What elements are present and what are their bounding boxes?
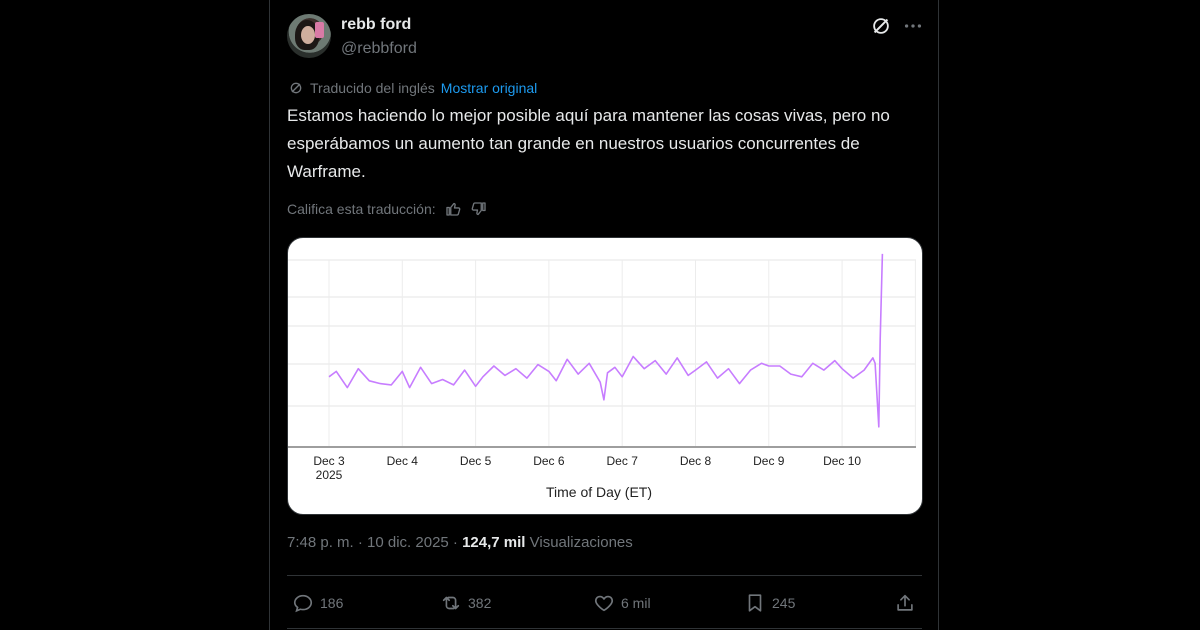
series-line — [328, 253, 884, 428]
x-tick-label: Dec 6 — [533, 454, 565, 468]
thumbs-up-icon[interactable] — [444, 200, 462, 218]
bookmark-icon — [748, 594, 762, 612]
x-tick-label: Dec 8 — [680, 454, 712, 468]
x-tick-label: Dec 5 — [460, 454, 492, 468]
display-name[interactable]: rebb ford — [341, 16, 412, 33]
x-tick-label: Dec 10 — [823, 454, 861, 468]
rate-label: Califica esta traducción: — [287, 201, 436, 217]
translation-notice: Traducido del inglés Mostrar original — [288, 80, 537, 96]
thumbs-down-icon[interactable] — [470, 200, 488, 218]
chart-image[interactable]: Dec 3 Dec 4 Dec 5 Dec 6 Dec 7 Dec 8 Dec 9 Dec 1… — [287, 237, 923, 515]
like-icon — [594, 595, 614, 612]
x-tick-label: Dec 3 — [313, 454, 345, 468]
user-handle[interactable]: @rebbford — [341, 40, 417, 57]
like-button[interactable]: 6 mil — [593, 587, 651, 619]
bookmark-button[interactable]: 245 — [744, 587, 795, 619]
repost-count: 382 — [468, 595, 492, 611]
more-icon[interactable] — [902, 15, 924, 37]
reply-icon — [293, 594, 313, 613]
repost-button[interactable]: 382 — [440, 587, 491, 619]
reply-button[interactable]: 186 — [292, 587, 343, 619]
post-meta: 7:48 p. m. · 10 dic. 2025 · 124,7 mil Vi… — [287, 534, 633, 551]
share-icon — [897, 594, 913, 611]
left-column-border — [269, 0, 270, 630]
timestamp[interactable]: 7:48 p. m. · 10 dic. 2025 · — [287, 534, 463, 551]
show-original-link[interactable]: Mostrar original — [440, 80, 538, 96]
avatar[interactable] — [287, 14, 331, 58]
translate-icon — [290, 82, 302, 94]
post: rebb ford @rebbford Traducido del inglés… — [270, 0, 938, 630]
views-label: Visualizaciones — [525, 534, 633, 551]
views-count: 124,7 mil — [462, 534, 526, 551]
repost-icon — [442, 596, 460, 610]
rate-translation: Califica esta traducción: — [287, 200, 488, 218]
chart-grid — [288, 259, 916, 447]
grok-icon[interactable] — [870, 15, 892, 37]
bookmark-count: 245 — [772, 595, 796, 611]
like-count: 6 mil — [621, 595, 651, 611]
x-axis-label: Time of Day (ET) — [546, 484, 652, 500]
x-tick-label: Dec 4 — [387, 454, 419, 468]
right-column-border — [938, 0, 939, 630]
translated-label: Traducido del inglés — [310, 80, 435, 96]
post-text: Estamos haciendo lo mejor posible aquí p… — [287, 106, 890, 181]
year-tick-label: 2025 — [316, 468, 343, 482]
action-bar: 186 382 6 mil 245 — [287, 587, 922, 619]
concurrent-users-chart: Dec 3 Dec 4 Dec 5 Dec 6 Dec 7 Dec 8 Dec 9 Dec 1… — [288, 253, 916, 500]
divider — [287, 575, 922, 576]
x-tick-label: Dec 9 — [753, 454, 785, 468]
divider-bottom — [287, 628, 922, 629]
share-button[interactable] — [894, 587, 916, 619]
reply-count: 186 — [320, 595, 344, 611]
x-tick-label: Dec 7 — [607, 454, 639, 468]
